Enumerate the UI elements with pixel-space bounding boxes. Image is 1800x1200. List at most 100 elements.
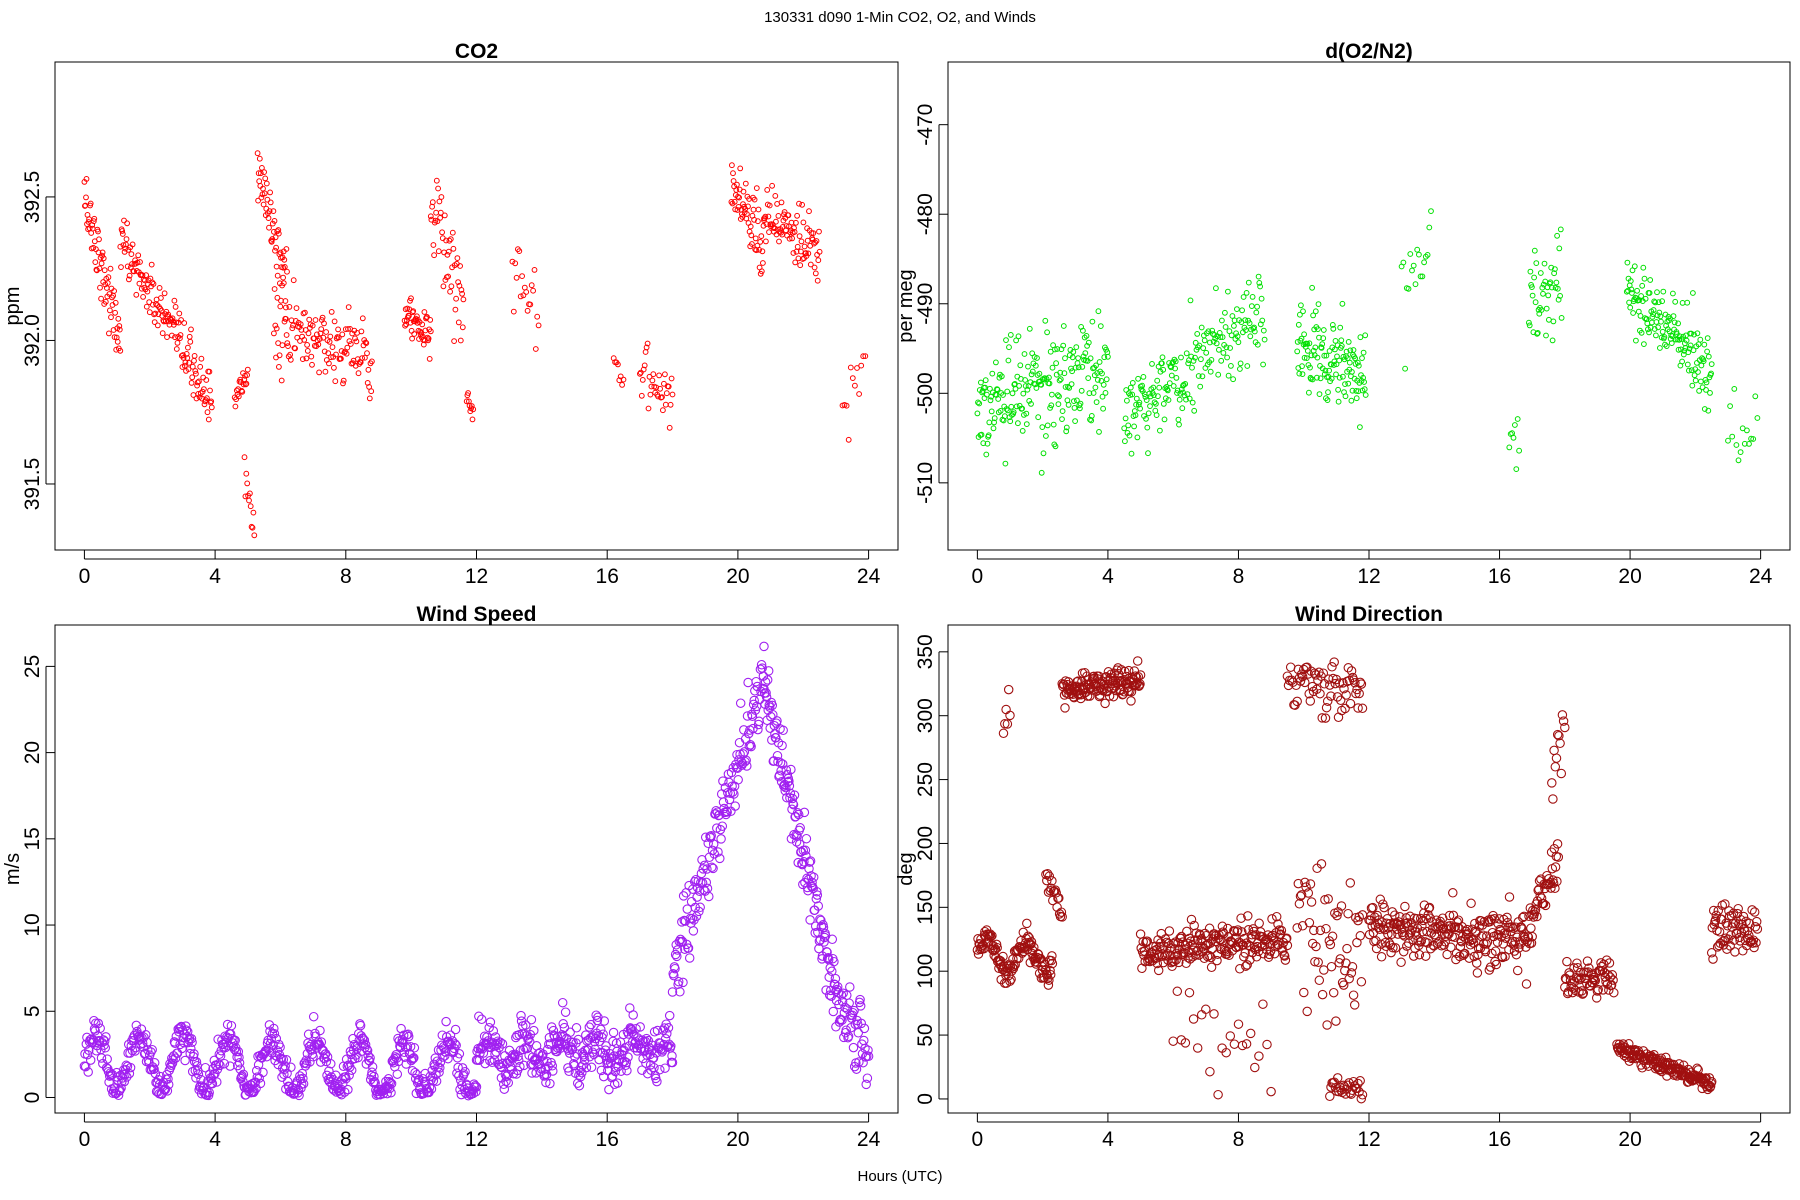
point-o2-635 [1631, 263, 1638, 270]
point-o2-386 [1237, 366, 1243, 372]
point-wspd-652 [490, 1049, 500, 1059]
point-wspd-1041 [717, 821, 728, 831]
point-o2-204 [1096, 429, 1102, 435]
y-axis-o2: -510-500-490-480-470 [914, 104, 948, 504]
point-wdir-968 [1532, 911, 1542, 922]
point-o2-205 [1096, 359, 1103, 365]
point-co2-497 [427, 213, 434, 220]
point-co2-560 [513, 274, 520, 281]
point-o2-364 [1220, 350, 1227, 356]
point-wspd-693 [513, 1055, 524, 1065]
point-co2-361 [309, 361, 315, 368]
point-co2-743 [800, 219, 807, 226]
point-co2-264 [261, 169, 268, 176]
point-o2-33 [994, 386, 1000, 393]
point-o2-377 [1230, 376, 1236, 383]
point-wdir-537 [1254, 1051, 1264, 1061]
point-o2-425 [1297, 311, 1303, 318]
point-o2-159 [1069, 368, 1075, 375]
points-o2 [974, 208, 1761, 476]
point-co2-236 [242, 381, 249, 388]
point-wspd-505 [399, 1047, 410, 1058]
point-wspd-932 [652, 1076, 662, 1087]
point-o2-193 [1089, 318, 1096, 325]
point-co2-320 [280, 274, 287, 281]
point-co2-243 [244, 480, 251, 487]
y-tick-label-co2-0: 391.5 [21, 458, 44, 511]
point-o2-734 [1688, 330, 1695, 337]
point-co2-355 [304, 348, 311, 354]
y-tick-label-wspd-3: 15 [21, 827, 44, 850]
point-o2-568 [1506, 444, 1513, 451]
point-wspd-446 [362, 1044, 372, 1055]
point-o2-51 [1004, 407, 1011, 414]
y-tick-label-o2-3: -480 [914, 193, 937, 235]
point-wdir-1253 [1706, 948, 1717, 958]
point-o2-66 [1013, 403, 1020, 410]
point-wspd-1140 [774, 770, 785, 781]
y-axis-label-o2: per meg [895, 269, 917, 342]
point-o2-117 [1044, 329, 1050, 336]
point-wspd-1049 [722, 807, 732, 817]
point-wspd-150 [174, 1023, 185, 1033]
point-wspd-1127 [768, 709, 778, 720]
point-o2-438 [1303, 355, 1310, 362]
point-co2-489 [424, 314, 430, 320]
x-axis-wdir: 0 4 8 12 16 20 24 [972, 1113, 1773, 1151]
point-o2-555 [1407, 251, 1414, 257]
point-wdir-1319 [1750, 922, 1761, 932]
point-co2-211 [204, 395, 210, 402]
point-wspd-916 [642, 1068, 653, 1079]
point-co2-499 [429, 203, 436, 210]
point-wspd-278 [255, 1078, 266, 1089]
point-o2-770 [1708, 361, 1715, 368]
point-wspd-672 [501, 1071, 512, 1082]
point-wspd-483 [385, 1077, 396, 1088]
point-wdir-700 [1357, 1090, 1368, 1100]
point-wdir-951 [1521, 979, 1532, 989]
point-o2-300 [1174, 390, 1180, 396]
point-co2-172 [180, 352, 186, 358]
point-wdir-783 [1415, 913, 1426, 924]
point-o2-711 [1675, 320, 1681, 327]
point-co2-84 [125, 276, 132, 283]
point-co2-594 [645, 405, 652, 412]
point-wdir-138 [1042, 868, 1053, 879]
point-co2-291 [275, 230, 282, 237]
point-wdir-519 [1180, 1038, 1191, 1048]
point-co2-362 [309, 322, 316, 329]
point-wspd-1297 [859, 1023, 870, 1034]
point-wdir-553 [1295, 676, 1306, 686]
point-o2-337 [1200, 345, 1207, 352]
point-wspd-162 [182, 1032, 192, 1042]
point-wdir-975 [1536, 893, 1547, 903]
point-wdir-1011 [1558, 716, 1569, 726]
point-co2-581 [616, 377, 623, 384]
point-o2-760 [1703, 387, 1709, 393]
point-wdir-612 [1293, 878, 1304, 889]
x-tick-label-co2-4: 16 [596, 565, 619, 588]
point-wdir-659 [1345, 878, 1356, 888]
point-o2-253 [1143, 415, 1149, 422]
point-wdir-302 [1139, 946, 1150, 956]
point-o2-152 [1065, 383, 1071, 390]
point-co2-633 [735, 204, 742, 210]
point-co2-410 [343, 350, 350, 357]
point-wdir-970 [1533, 885, 1543, 896]
point-o2-637 [1633, 337, 1639, 344]
point-co2-46 [105, 274, 112, 281]
point-o2-409 [1254, 303, 1260, 310]
point-o2-430 [1299, 371, 1306, 378]
point-co2-424 [353, 338, 360, 345]
point-wspd-326 [286, 1062, 296, 1073]
point-wdir-608 [1355, 677, 1366, 688]
point-o2-72 [1017, 362, 1024, 369]
point-wdir-739 [1388, 943, 1398, 953]
point-wspd-632 [478, 1048, 489, 1058]
point-o2-287 [1165, 397, 1172, 403]
point-co2-496 [427, 328, 434, 335]
point-o2-69 [1015, 333, 1022, 340]
x-tick-label-wspd-0: 0 [79, 1128, 91, 1151]
point-wdir-1076 [1604, 958, 1615, 968]
point-wspd-107 [147, 1044, 157, 1055]
